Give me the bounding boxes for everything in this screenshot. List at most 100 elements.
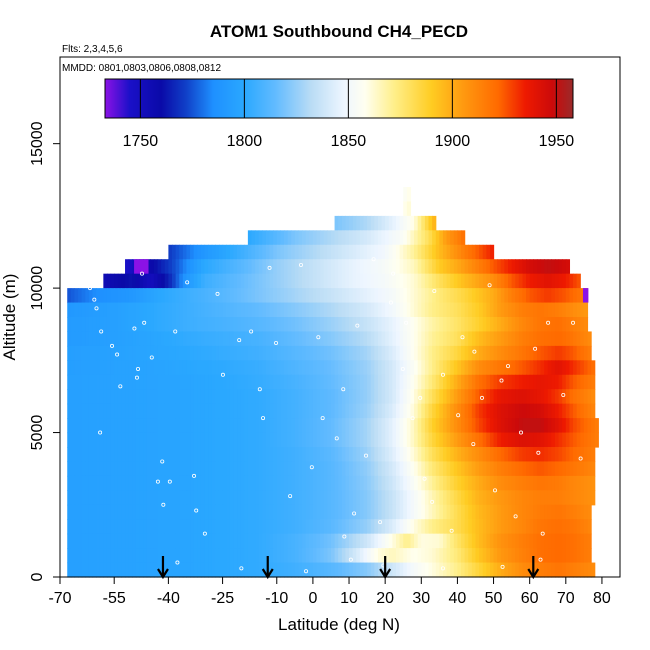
heatmap-cell (208, 562, 213, 578)
heatmap-cell (349, 504, 354, 520)
colorbar-strip (254, 79, 256, 118)
heatmap-cell (421, 548, 426, 564)
heatmap-cell (96, 447, 101, 463)
heatmap-cell (399, 519, 404, 535)
heatmap-cell (121, 461, 126, 477)
heatmap-cell (244, 533, 249, 549)
heatmap-cell (403, 302, 408, 318)
colorbar-strip (549, 79, 551, 118)
heatmap-cell (132, 360, 137, 376)
heatmap-cell (446, 273, 451, 289)
heatmap-cell (338, 519, 343, 535)
heatmap-cell (385, 331, 390, 347)
heatmap-cell (74, 302, 79, 318)
heatmap-cell (403, 201, 408, 217)
heatmap-cell (204, 331, 209, 347)
heatmap-cell (99, 418, 104, 434)
heatmap-cell (323, 461, 328, 477)
heatmap-cell (222, 317, 227, 333)
heatmap-cell (439, 432, 444, 448)
sample-point (418, 395, 423, 400)
heatmap-cell (226, 490, 231, 506)
heatmap-cell (265, 403, 271, 419)
y-axis-label: Altitude (m) (0, 274, 19, 361)
heatmap-cell (493, 403, 498, 419)
heatmap-cell (190, 389, 195, 405)
heatmap-cell (312, 403, 318, 419)
heatmap-cell (179, 244, 184, 260)
heatmap-cell (294, 519, 300, 535)
colorbar: 1750 1800 1850 1900 1950 (104, 78, 574, 150)
heatmap-cell (157, 490, 162, 506)
heatmap-cell (143, 475, 148, 491)
sample-point (348, 557, 353, 562)
heatmap-cell (262, 302, 267, 318)
heatmap-cell (377, 432, 383, 448)
colorbar-strip (454, 79, 456, 118)
heatmap-cell (175, 475, 180, 491)
heatmap-cell (475, 273, 480, 289)
heatmap-cell (341, 447, 347, 463)
heatmap-cell (294, 533, 300, 549)
heatmap-cell (363, 288, 368, 304)
heatmap-cell (414, 215, 419, 231)
heatmap-cell (88, 374, 94, 390)
sample-point (449, 528, 454, 533)
heatmap-cell (562, 475, 567, 491)
heatmap-cell (302, 461, 307, 477)
heatmap-cell (515, 345, 520, 361)
heatmap-cell (103, 345, 108, 361)
heatmap-cell (396, 447, 401, 463)
heatmap-cell (428, 475, 433, 491)
heatmap-cell (374, 273, 379, 289)
colorbar-strip (280, 79, 282, 118)
colorbar-strip (224, 79, 226, 118)
heatmap-cell (67, 317, 72, 333)
heatmap-cell (547, 345, 552, 361)
sample-point (400, 366, 405, 371)
heatmap-cell (558, 418, 563, 434)
heatmap-cell (200, 475, 206, 491)
heatmap-cell (175, 288, 180, 304)
heatmap-cell (269, 504, 274, 520)
heatmap-cell (345, 418, 350, 434)
heatmap-cell (204, 447, 209, 463)
heatmap-cell (468, 317, 473, 333)
heatmap-cell (233, 288, 238, 304)
heatmap-cell (500, 374, 505, 390)
heatmap-cell (591, 389, 596, 405)
colorbar-strip (142, 79, 144, 118)
colorbar-strip (532, 79, 534, 118)
heatmap-cell (182, 302, 188, 318)
heatmap-cell (273, 504, 278, 520)
heatmap-cell (508, 475, 513, 491)
heatmap-cell (316, 360, 321, 376)
heatmap-cell (287, 548, 292, 564)
heatmap-cell (551, 548, 556, 564)
heatmap-cell (211, 403, 216, 419)
heatmap-cell (233, 273, 238, 289)
heatmap-cell (237, 317, 242, 333)
heatmap-cell (312, 548, 318, 564)
heatmap-cell (103, 548, 108, 564)
heatmap-cell (370, 418, 375, 434)
sample-point (440, 566, 445, 571)
heatmap-cell (414, 317, 419, 333)
heatmap-cell (255, 418, 260, 434)
heatmap-cell (226, 360, 231, 376)
heatmap-cell (229, 562, 235, 578)
heatmap-cell (229, 302, 235, 318)
heatmap-cell (240, 461, 245, 477)
heatmap-cell (410, 244, 415, 260)
heatmap-cell (258, 331, 263, 347)
heatmap-cell (345, 562, 350, 578)
heatmap-cell (175, 562, 180, 578)
heatmap-cell (146, 533, 151, 549)
heatmap-cell (255, 562, 260, 578)
heatmap-cell (247, 331, 253, 347)
heatmap-cell (320, 244, 325, 260)
heatmap-cell (497, 519, 502, 535)
heatmap-cell (197, 447, 202, 463)
heatmap-cell (78, 447, 83, 463)
heatmap-cell (157, 273, 162, 289)
